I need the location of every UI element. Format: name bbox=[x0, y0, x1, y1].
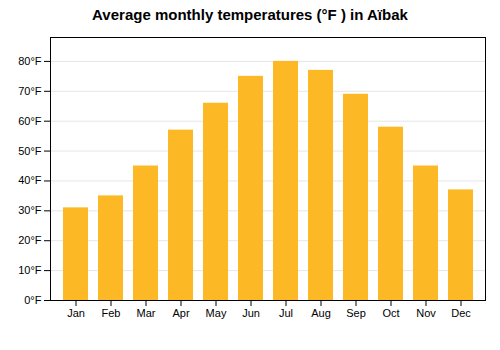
svg-text:10°F: 10°F bbox=[18, 264, 42, 276]
html-text:Average monthly temperatures (: Average monthly temperatures (°F ) in Aï… bbox=[92, 6, 408, 23]
svg-text:Feb: Feb bbox=[102, 307, 121, 319]
svg-text:Jun: Jun bbox=[242, 307, 260, 319]
svg-text:Apr: Apr bbox=[172, 307, 189, 319]
svg-text:May: May bbox=[206, 307, 227, 319]
svg-text:Aug: Aug bbox=[311, 307, 331, 319]
svg-text:Sep: Sep bbox=[346, 307, 366, 319]
svg-text:20°F: 20°F bbox=[18, 234, 42, 246]
svg-text:Dec: Dec bbox=[451, 307, 471, 319]
svg-text:Jul: Jul bbox=[279, 307, 293, 319]
svg-text:Mar: Mar bbox=[137, 307, 156, 319]
svg-text:Jan: Jan bbox=[67, 307, 85, 319]
svg-text:60°F: 60°F bbox=[18, 115, 42, 127]
svg-text:70°F: 70°F bbox=[18, 85, 42, 97]
svg-text:50°F: 50°F bbox=[18, 145, 42, 157]
svg-text:30°F: 30°F bbox=[18, 204, 42, 216]
svg-text:Nov: Nov bbox=[416, 307, 436, 319]
svg-text:0°F: 0°F bbox=[24, 294, 42, 306]
svg-text:Oct: Oct bbox=[382, 307, 399, 319]
svg-text:80°F: 80°F bbox=[18, 55, 42, 67]
svg-text:40°F: 40°F bbox=[18, 174, 42, 186]
